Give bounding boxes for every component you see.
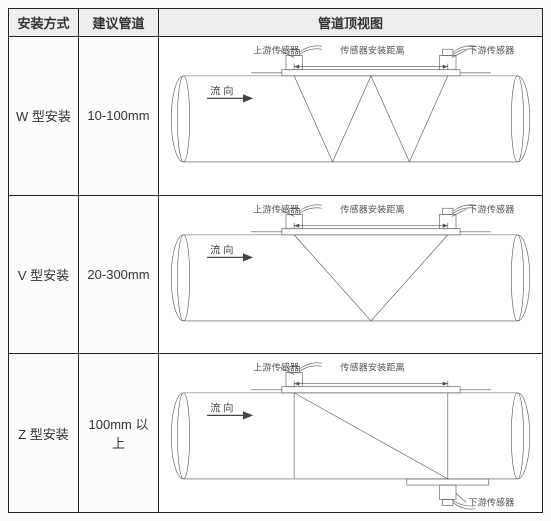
svg-text:上游传感器: 上游传感器 — [253, 203, 299, 214]
header-topview: 管道顶视图 — [159, 9, 543, 37]
diagram-cell: 流 向 上游传感器 传感器安装距离 下游传感器 — [159, 195, 543, 354]
table-row: V 型安装 20-300mm 流 向 上游传感器 — [9, 195, 543, 354]
svg-text:上游传感器: 上游传感器 — [253, 44, 299, 55]
install-cell: Z 型安装 — [9, 354, 79, 513]
diagram-W: 流 向 上游传感器 传感器安装距离 下游传感器 — [161, 39, 540, 193]
table-row: W 型安装 10-100mm 流 向 上游传感器 — [9, 37, 543, 196]
table-body: W 型安装 10-100mm 流 向 上游传感器 — [9, 37, 543, 513]
diagram-cell: 流 向 上游传感器 传感器安装距离 下游传感器 — [159, 37, 543, 196]
svg-text:流 向: 流 向 — [210, 243, 233, 256]
diagram-V: 流 向 上游传感器 传感器安装距离 下游传感器 — [161, 198, 540, 352]
install-cell: V 型安装 — [9, 195, 79, 354]
svg-text:下游传感器: 下游传感器 — [468, 203, 514, 214]
pipe-cell: 100mm 以上 — [79, 354, 159, 513]
pipe-cell: 20-300mm — [79, 195, 159, 354]
svg-text:传感器安装距离: 传感器安装距离 — [340, 362, 404, 373]
header-install: 安装方式 — [9, 9, 79, 37]
header-pipe: 建议管道 — [79, 9, 159, 37]
svg-text:流 向: 流 向 — [210, 402, 233, 415]
svg-text:传感器安装距离: 传感器安装距离 — [340, 203, 404, 214]
pipe-cell: 10-100mm — [79, 37, 159, 196]
diagram-cell: 流 向 上游传感器 传感器安装距离 下游传感器 — [159, 354, 543, 513]
table-row: Z 型安装 100mm 以上 — [9, 354, 543, 513]
svg-text:下游传感器: 下游传感器 — [468, 44, 514, 55]
install-table: 安装方式 建议管道 管道顶视图 W 型安装 10-100mm — [8, 8, 543, 513]
svg-text:流 向: 流 向 — [210, 84, 233, 97]
svg-text:上游传感器: 上游传感器 — [253, 362, 299, 373]
diagram-Z: 流 向 上游传感器 传感器安装距离 下游传感器 — [161, 356, 540, 510]
svg-text:传感器安装距离: 传感器安装距离 — [340, 44, 404, 55]
svg-text:下游传感器: 下游传感器 — [468, 497, 514, 508]
install-cell: W 型安装 — [9, 37, 79, 196]
